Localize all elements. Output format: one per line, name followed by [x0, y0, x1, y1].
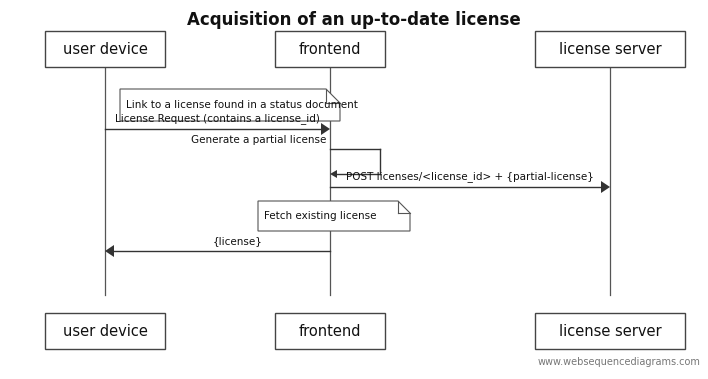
Polygon shape — [120, 89, 340, 121]
Text: license server: license server — [559, 324, 661, 338]
FancyBboxPatch shape — [535, 313, 685, 349]
Polygon shape — [105, 245, 114, 257]
FancyBboxPatch shape — [275, 31, 385, 67]
FancyBboxPatch shape — [275, 313, 385, 349]
Text: Link to a license found in a status document: Link to a license found in a status docu… — [126, 100, 358, 110]
Text: POST licenses/<license_id> + {partial-license}: POST licenses/<license_id> + {partial-li… — [346, 171, 594, 182]
Text: Acquisition of an up-to-date license: Acquisition of an up-to-date license — [187, 11, 521, 29]
Text: user device: user device — [62, 41, 147, 56]
Polygon shape — [321, 123, 330, 135]
Polygon shape — [330, 170, 337, 178]
Text: frontend: frontend — [299, 324, 361, 338]
Text: license server: license server — [559, 41, 661, 56]
Text: Generate a partial license: Generate a partial license — [190, 135, 326, 145]
FancyBboxPatch shape — [45, 313, 165, 349]
Text: {license}: {license} — [212, 236, 263, 246]
Polygon shape — [601, 181, 610, 193]
Text: frontend: frontend — [299, 41, 361, 56]
Text: Fetch existing license: Fetch existing license — [264, 211, 377, 221]
Polygon shape — [258, 201, 410, 231]
FancyBboxPatch shape — [45, 31, 165, 67]
Text: License Request (contains a license_id): License Request (contains a license_id) — [115, 113, 320, 124]
Text: www.websequencediagrams.com: www.websequencediagrams.com — [537, 357, 700, 367]
Text: user device: user device — [62, 324, 147, 338]
FancyBboxPatch shape — [535, 31, 685, 67]
